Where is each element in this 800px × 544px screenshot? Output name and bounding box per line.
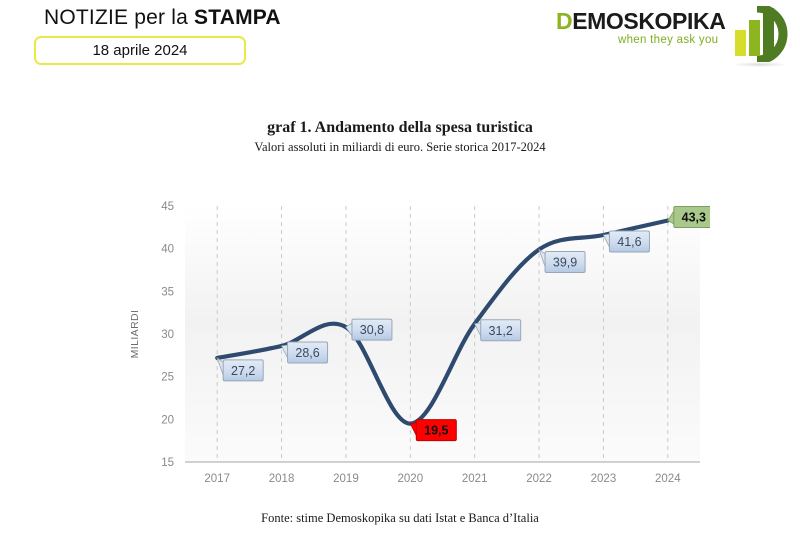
demoskopika-logo: DEMOSKOPIKA when they ask you	[556, 6, 792, 67]
logo-bars-icon	[726, 6, 788, 62]
svg-text:2019: 2019	[333, 473, 359, 485]
svg-text:2018: 2018	[269, 473, 295, 485]
svg-text:2021: 2021	[462, 473, 488, 485]
svg-text:41,6: 41,6	[617, 235, 641, 249]
svg-text:28,6: 28,6	[295, 346, 319, 360]
svg-text:40: 40	[161, 244, 174, 256]
svg-text:35: 35	[161, 286, 174, 298]
press-release-title-bold: STAMPA	[194, 6, 281, 29]
date-badge: 18 aprile 2024	[34, 36, 246, 65]
svg-text:2024: 2024	[655, 473, 681, 485]
page-header: NOTIZIE per la STAMPA 18 aprile 2024 DEM…	[0, 0, 800, 72]
data-line	[215, 218, 670, 426]
press-release-title-plain: NOTIZIE per la	[44, 6, 195, 29]
date-text: 18 aprile 2024	[92, 42, 188, 59]
logo-d-accent: D	[556, 8, 573, 34]
svg-text:30,8: 30,8	[360, 323, 384, 337]
svg-text:45: 45	[161, 201, 174, 213]
chart-title: graf 1. Andamento della spesa turistica	[267, 119, 533, 136]
svg-text:20: 20	[161, 414, 174, 426]
svg-text:19,5: 19,5	[424, 424, 448, 438]
y-axis-title: MILIARDI	[130, 310, 141, 359]
chart-area: 15 20 25 30 35 40 45 2017 2018 2019 2020 2021 2022 2…	[130, 190, 710, 500]
svg-text:15: 15	[161, 457, 174, 469]
x-axis-labels: 2017 2018 2019 2020 2021 2022 2023 2024	[204, 473, 681, 485]
svg-text:MILIARDI: MILIARDI	[130, 310, 141, 359]
logo-tagline: when they ask you	[618, 34, 719, 46]
y-axis-labels: 15 20 25 30 35 40 45	[161, 201, 174, 469]
logo-shadow	[732, 62, 788, 67]
logo-wordmark-rest: EMOSKOPIKA	[572, 8, 726, 34]
svg-text:27,2: 27,2	[231, 364, 255, 378]
svg-text:2022: 2022	[526, 473, 552, 485]
svg-text:39,9: 39,9	[553, 256, 577, 270]
press-release-title: NOTIZIE per la STAMPA	[44, 6, 281, 30]
logo-wordmark: DEMOSKOPIKA	[556, 8, 726, 35]
svg-text:43,3: 43,3	[682, 211, 706, 225]
data-labels: 27,2 28,6 30,8 19,5 31,2 39,9 41,6 43,3	[216, 206, 710, 442]
svg-text:31,2: 31,2	[489, 324, 513, 338]
svg-text:30: 30	[161, 329, 174, 341]
svg-text:2017: 2017	[204, 473, 230, 485]
chart-source-note: Fonte: stime Demoskopika su dati Istat e…	[261, 511, 539, 525]
svg-text:25: 25	[161, 372, 174, 384]
chart-subtitle: Valori assoluti in miliardi di euro. Ser…	[254, 140, 546, 154]
chart-gridlines	[185, 206, 700, 463]
svg-text:2023: 2023	[591, 473, 617, 485]
svg-text:2020: 2020	[398, 473, 424, 485]
